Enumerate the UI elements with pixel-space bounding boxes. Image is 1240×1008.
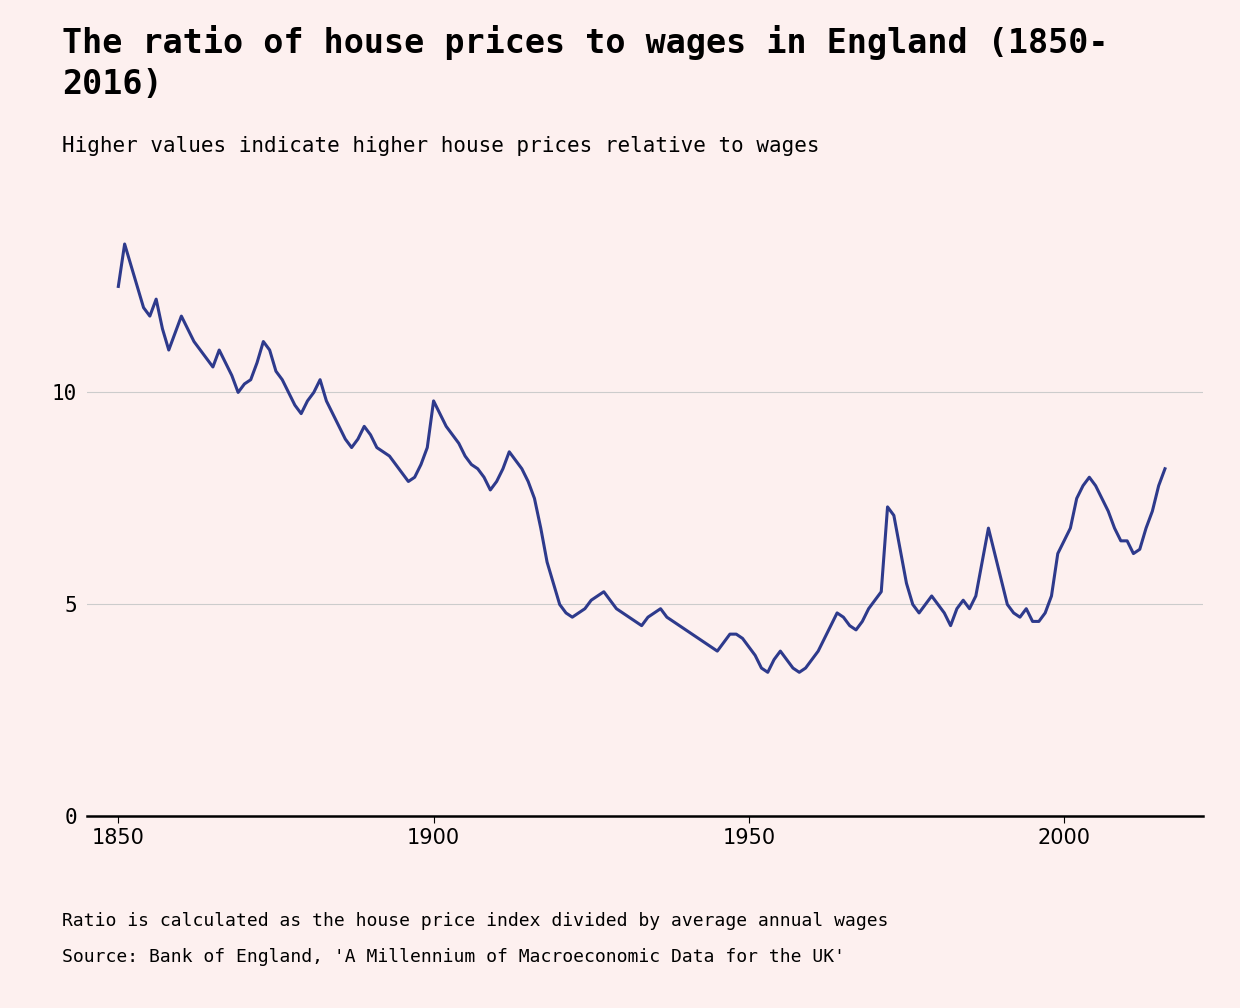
Text: Source: Bank of England, 'A Millennium of Macroeconomic Data for the UK': Source: Bank of England, 'A Millennium o… [62,948,844,966]
Text: The ratio of house prices to wages in England (1850-
2016): The ratio of house prices to wages in En… [62,25,1109,101]
Text: Ratio is calculated as the house price index divided by average annual wages: Ratio is calculated as the house price i… [62,912,889,930]
Text: Higher values indicate higher house prices relative to wages: Higher values indicate higher house pric… [62,136,820,156]
